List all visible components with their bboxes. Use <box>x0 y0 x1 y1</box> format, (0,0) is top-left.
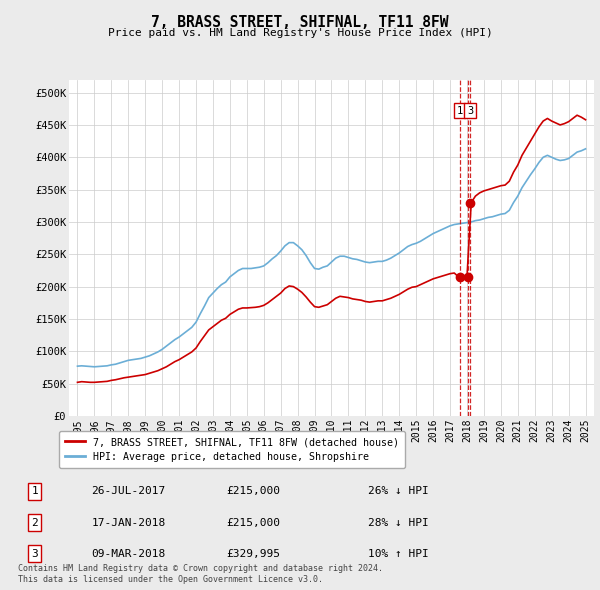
Text: This data is licensed under the Open Government Licence v3.0.: This data is licensed under the Open Gov… <box>18 575 323 584</box>
Text: 2: 2 <box>32 517 38 527</box>
Text: 17-JAN-2018: 17-JAN-2018 <box>91 517 166 527</box>
Text: 3: 3 <box>467 106 473 116</box>
Text: 10% ↑ HPI: 10% ↑ HPI <box>368 549 428 559</box>
Text: 1: 1 <box>32 486 38 496</box>
Text: £215,000: £215,000 <box>227 517 281 527</box>
Text: 1: 1 <box>457 106 463 116</box>
Text: Price paid vs. HM Land Registry's House Price Index (HPI): Price paid vs. HM Land Registry's House … <box>107 28 493 38</box>
Text: 28% ↓ HPI: 28% ↓ HPI <box>368 517 428 527</box>
Text: Contains HM Land Registry data © Crown copyright and database right 2024.: Contains HM Land Registry data © Crown c… <box>18 565 383 573</box>
Text: 26-JUL-2017: 26-JUL-2017 <box>91 486 166 496</box>
Text: 3: 3 <box>32 549 38 559</box>
Text: £329,995: £329,995 <box>227 549 281 559</box>
Text: 26% ↓ HPI: 26% ↓ HPI <box>368 486 428 496</box>
Text: 09-MAR-2018: 09-MAR-2018 <box>91 549 166 559</box>
Legend: 7, BRASS STREET, SHIFNAL, TF11 8FW (detached house), HPI: Average price, detache: 7, BRASS STREET, SHIFNAL, TF11 8FW (deta… <box>59 431 405 468</box>
Text: 7, BRASS STREET, SHIFNAL, TF11 8FW: 7, BRASS STREET, SHIFNAL, TF11 8FW <box>151 15 449 30</box>
Text: £215,000: £215,000 <box>227 486 281 496</box>
